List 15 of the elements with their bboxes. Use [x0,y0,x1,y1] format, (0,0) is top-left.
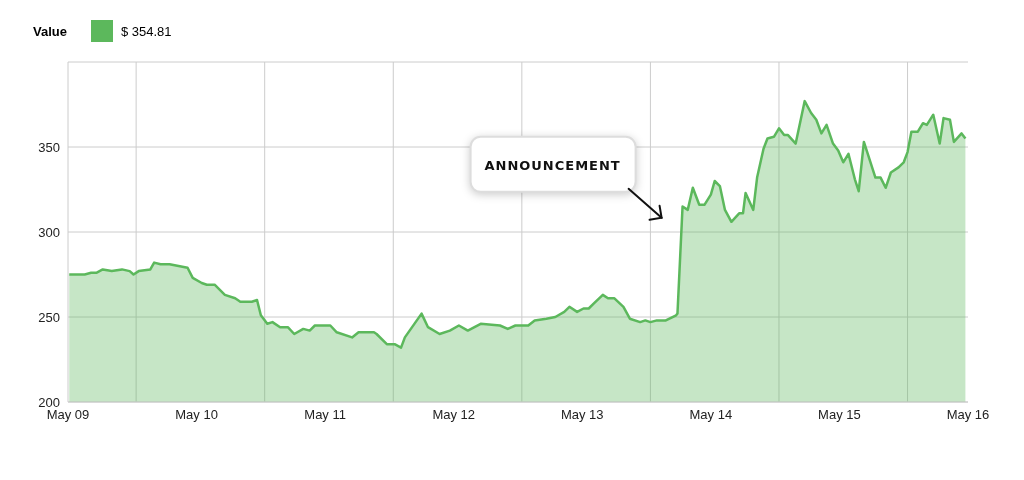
x-tick-label: May 09 [46,407,90,423]
y-tick-label: 350 [38,139,60,155]
x-tick-label: May 11 [304,407,346,423]
y-tick-label: 300 [38,224,60,240]
x-tick-label: May 16 [946,407,990,423]
legend-title: Value [33,23,67,39]
annotation: ANNOUNCEMENT [484,157,621,173]
x-tick-label: May 15 [818,407,861,423]
y-tick-label: 200 [38,394,60,410]
x-tick-label: May 14 [689,407,733,423]
x-tick-label: May 12 [432,407,476,423]
x-tick-label: May 10 [175,407,218,423]
x-tick-label: May 13 [560,407,604,423]
legend-label: $ 354.81 [120,23,172,39]
y-tick-label: 250 [38,309,60,325]
